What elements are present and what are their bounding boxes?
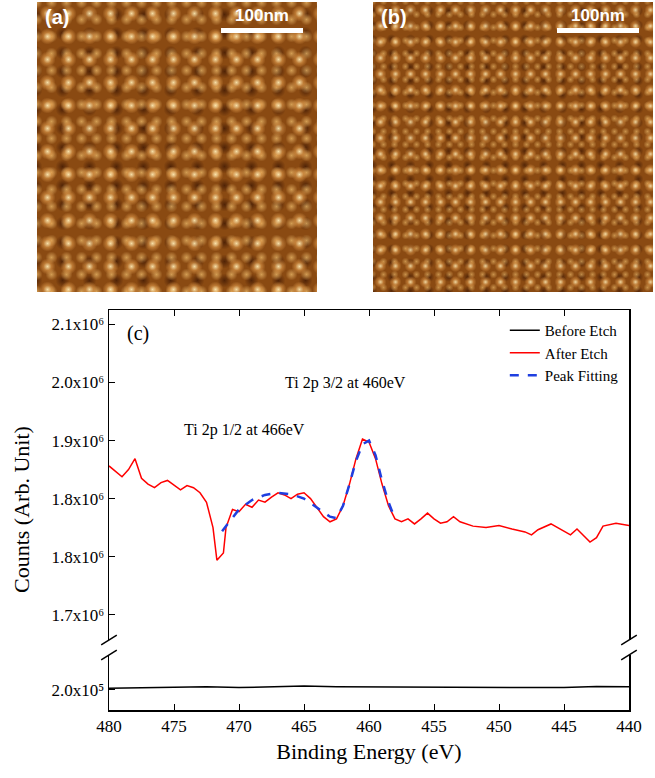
svg-text:470: 470	[226, 717, 252, 736]
svg-text:450: 450	[486, 717, 512, 736]
svg-text:Ti 2p 3/2 at 460eV: Ti 2p 3/2 at 460eV	[285, 374, 406, 392]
svg-text:465: 465	[291, 717, 317, 736]
svg-text:460: 460	[356, 717, 382, 736]
svg-text:1.8x10⁶: 1.8x10⁶	[51, 490, 104, 509]
svg-text:440: 440	[616, 717, 642, 736]
svg-text:2.1x10⁶: 2.1x10⁶	[51, 315, 104, 334]
svg-text:1.7x10⁶: 1.7x10⁶	[51, 606, 104, 625]
svg-text:475: 475	[161, 717, 187, 736]
svg-text:(c): (c)	[127, 322, 149, 345]
svg-text:Before Etch: Before Etch	[545, 323, 618, 339]
svg-text:455: 455	[421, 717, 447, 736]
svg-text:Binding Energy (eV): Binding Energy (eV)	[276, 739, 461, 764]
svg-text:2.0x10⁵: 2.0x10⁵	[51, 681, 104, 700]
svg-text:1.8x10⁶: 1.8x10⁶	[51, 548, 104, 567]
html-text:100nm: 100nm	[571, 6, 625, 25]
html-text:(a): (a)	[45, 6, 70, 28]
svg-text:Ti 2p 1/2 at 466eV: Ti 2p 1/2 at 466eV	[184, 421, 305, 439]
svg-text:445: 445	[551, 717, 577, 736]
html-text:100nm: 100nm	[235, 6, 289, 25]
svg-text:2.0x10⁶: 2.0x10⁶	[51, 373, 104, 392]
svg-text:480: 480	[96, 717, 122, 736]
svg-text:Counts (Arb. Unit): Counts (Arb. Unit)	[9, 426, 34, 593]
svg-text:1.9x10⁶: 1.9x10⁶	[51, 432, 104, 451]
svg-text:Peak Fitting: Peak Fitting	[545, 368, 618, 384]
svg-text:After Etch: After Etch	[545, 346, 608, 362]
html-text:(b): (b)	[381, 6, 407, 28]
